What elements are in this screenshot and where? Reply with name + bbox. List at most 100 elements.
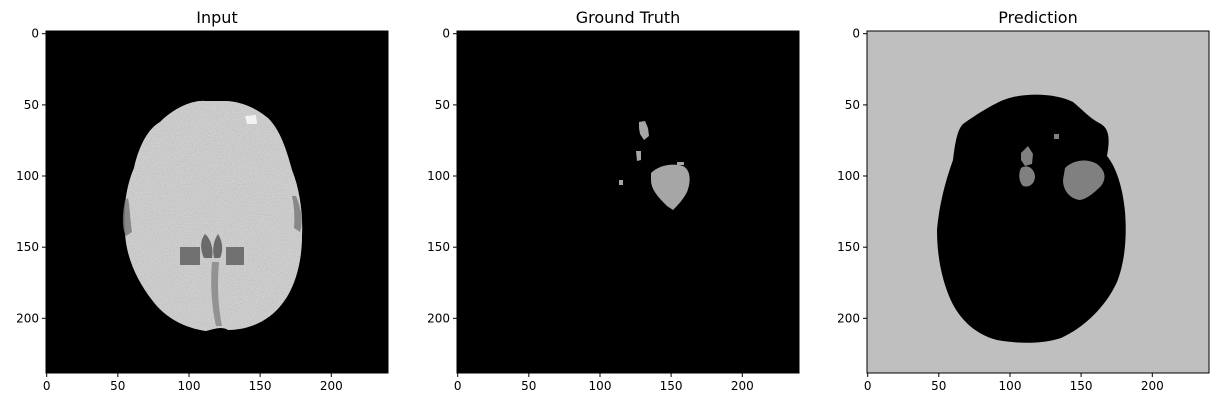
- x-tick: 200: [320, 373, 343, 393]
- ventricle-left: [201, 234, 213, 258]
- svg-text:200: 200: [1141, 379, 1164, 393]
- edge-tissue-left: [122, 198, 132, 236]
- svg-text:0: 0: [454, 379, 462, 393]
- predicted-speck: [1054, 134, 1059, 139]
- predicted-brain-region: [937, 94, 1126, 343]
- svg-text:200: 200: [16, 311, 39, 325]
- axes-frame: [45, 30, 389, 374]
- y-axis: 0 50 100 150 200: [837, 27, 867, 325]
- y-axis: 0 50 100 150 200: [16, 27, 46, 325]
- predicted-lesion-main: [1063, 160, 1105, 200]
- image-axes: 0 50 100 150 200 0 50 100 150 200: [427, 27, 800, 393]
- y-tick: 150: [837, 240, 867, 254]
- svg-text:50: 50: [24, 98, 39, 112]
- x-tick: 50: [521, 373, 536, 393]
- lesion-small-mid: [636, 151, 641, 161]
- lesion-main: [651, 164, 690, 210]
- dark-region-right: [226, 247, 244, 265]
- image-axes: 0 50 100 150 200 0 50 100 150 200: [837, 27, 1210, 393]
- svg-text:0: 0: [442, 27, 450, 41]
- x-tick: 50: [931, 373, 946, 393]
- svg-text:150: 150: [427, 240, 450, 254]
- svg-text:100: 100: [16, 169, 39, 183]
- y-tick: 50: [24, 98, 46, 112]
- svg-text:200: 200: [427, 311, 450, 325]
- panel-title: Prediction: [998, 8, 1078, 27]
- svg-text:150: 150: [249, 379, 272, 393]
- svg-text:50: 50: [931, 379, 946, 393]
- svg-text:50: 50: [435, 98, 450, 112]
- axes-frame: [866, 30, 1210, 374]
- panel-input: Input: [0, 0, 389, 407]
- svg-text:150: 150: [16, 240, 39, 254]
- x-tick: 0: [864, 373, 872, 393]
- svg-text:0: 0: [31, 27, 39, 41]
- svg-text:150: 150: [837, 240, 860, 254]
- svg-text:200: 200: [320, 379, 343, 393]
- svg-text:50: 50: [110, 379, 125, 393]
- y-axis: 0 50 100 150 200: [427, 27, 457, 325]
- x-tick: 0: [454, 373, 462, 393]
- svg-text:50: 50: [845, 98, 860, 112]
- x-tick: 0: [43, 373, 51, 393]
- x-tick: 150: [660, 373, 683, 393]
- svg-text:150: 150: [1070, 379, 1093, 393]
- svg-text:200: 200: [731, 379, 754, 393]
- y-tick: 100: [16, 169, 46, 183]
- y-tick: 200: [16, 311, 46, 325]
- y-tick: 50: [435, 98, 457, 112]
- panel-title: Ground Truth: [575, 8, 681, 27]
- svg-text:150: 150: [660, 379, 683, 393]
- brain-image: [122, 100, 303, 332]
- y-tick: 200: [837, 311, 867, 325]
- image-background: [457, 31, 799, 373]
- y-tick: 150: [427, 240, 457, 254]
- x-tick: 150: [1070, 373, 1093, 393]
- axes-frame: [456, 30, 800, 374]
- y-tick: 0: [852, 27, 867, 41]
- lesion-small-top: [639, 121, 649, 140]
- x-tick: 200: [731, 373, 754, 393]
- x-tick: 100: [589, 373, 612, 393]
- y-tick: 100: [427, 169, 457, 183]
- panel-title: Input: [196, 8, 238, 27]
- y-tick: 200: [427, 311, 457, 325]
- x-tick: 150: [249, 373, 272, 393]
- x-axis: 0 50 100 150 200: [43, 373, 343, 393]
- svg-text:0: 0: [43, 379, 51, 393]
- svg-text:100: 100: [427, 169, 450, 183]
- panel-prediction: Prediction 0 50 100 150 200 0 50: [821, 0, 1210, 407]
- ventricle-right: [213, 234, 223, 258]
- x-tick: 200: [1141, 373, 1164, 393]
- image-axes: 0 50 100 150 200 0 50 100 150 200: [16, 27, 389, 393]
- predicted-lesion-left: [1019, 166, 1035, 187]
- predicted-lesion-small: [1021, 146, 1033, 166]
- edge-tissue-right: [292, 196, 302, 232]
- x-tick: 100: [999, 373, 1022, 393]
- bright-spot: [245, 115, 257, 124]
- svg-text:200: 200: [837, 311, 860, 325]
- x-tick: 100: [178, 373, 201, 393]
- lesion-speck: [619, 180, 623, 185]
- svg-text:100: 100: [178, 379, 201, 393]
- y-tick: 0: [442, 27, 457, 41]
- y-tick: 150: [16, 240, 46, 254]
- segmentation-mask: [619, 121, 690, 210]
- svg-text:100: 100: [837, 169, 860, 183]
- midline: [211, 262, 222, 326]
- svg-text:0: 0: [864, 379, 872, 393]
- prediction-mask: [937, 94, 1126, 343]
- svg-text:100: 100: [999, 379, 1022, 393]
- brain-tissue: [124, 100, 303, 332]
- x-axis: 0 50 100 150 200: [454, 373, 754, 393]
- svg-text:50: 50: [521, 379, 536, 393]
- x-tick: 50: [110, 373, 125, 393]
- y-tick: 100: [837, 169, 867, 183]
- y-tick: 50: [845, 98, 867, 112]
- dark-region-left: [180, 247, 200, 265]
- panel-ground-truth: Ground Truth 0 50 100 150 200 0 50: [411, 0, 800, 407]
- x-axis: 0 50 100 150 200: [864, 373, 1164, 393]
- svg-text:100: 100: [589, 379, 612, 393]
- svg-text:0: 0: [852, 27, 860, 41]
